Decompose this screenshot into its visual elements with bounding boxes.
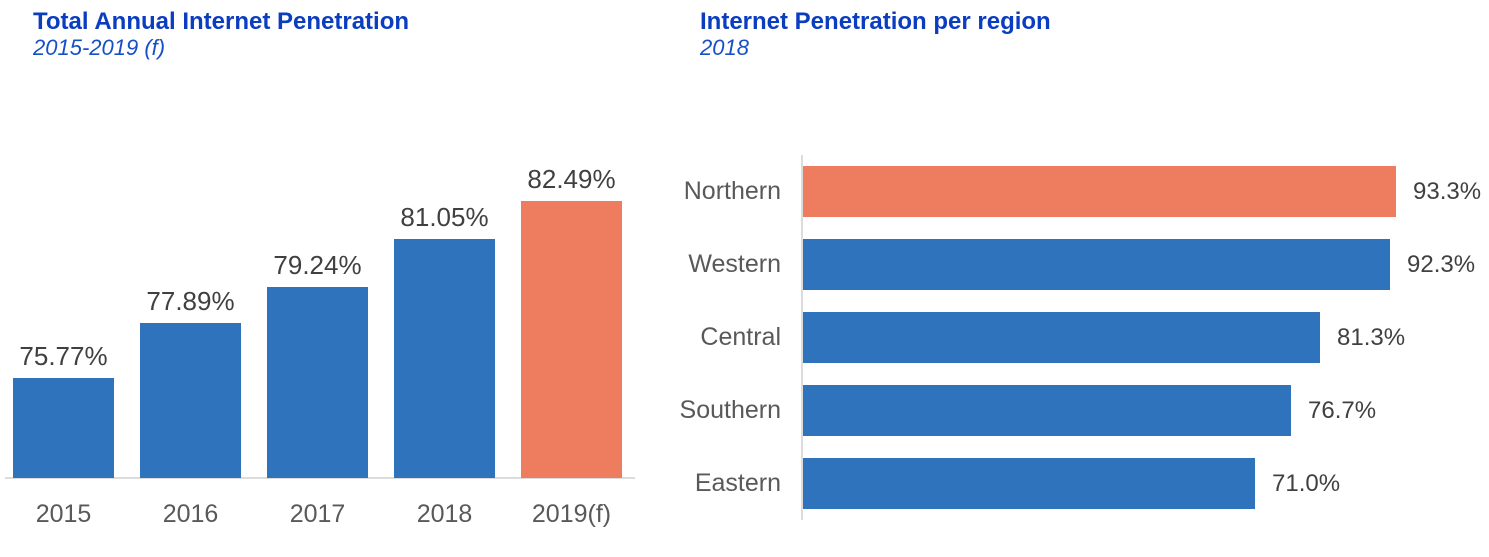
region-bar-Central: [803, 312, 1320, 363]
region-bar-Southern: [803, 385, 1291, 436]
region-bar-Northern: [803, 166, 1396, 217]
annual-bar-2015: [13, 378, 114, 478]
region-bar-Eastern: [803, 458, 1255, 509]
annual-bar-2018: [394, 239, 495, 478]
region-bar-value-label: 71.0%: [1272, 470, 1341, 497]
region-bar-value-label: 76.7%: [1308, 397, 1377, 424]
region-category-label: Eastern: [694, 469, 781, 497]
annual-bar-value-label: 75.77%: [19, 341, 108, 371]
annual-bar-2019(f): [521, 201, 622, 478]
region-bar-value-label: 92.3%: [1407, 251, 1476, 278]
region-bar-value-label: 81.3%: [1337, 324, 1406, 351]
annual-category-label: 2018: [416, 500, 473, 528]
y-axis-line: [801, 155, 803, 520]
x-axis-line: [5, 477, 635, 479]
annual-category-label: 2017: [289, 500, 346, 528]
region-category-label: Western: [688, 250, 781, 278]
annual-bar-value-label: 77.89%: [146, 286, 235, 316]
regional-chart-subtitle: 2018: [700, 35, 749, 60]
annual-category-label: 2019(f): [531, 500, 612, 528]
region-bar-value-label: 93.3%: [1413, 178, 1482, 205]
annual-bar-value-label: 81.05%: [400, 202, 489, 232]
annual-bar-2017: [267, 287, 368, 478]
regional-chart-title: Internet Penetration per region: [700, 8, 1051, 35]
annual-bar-value-label: 82.49%: [527, 164, 616, 194]
region-bar-Western: [803, 239, 1390, 290]
annual-chart-subtitle: 2015-2019 (f): [33, 35, 166, 60]
annual-chart-title: Total Annual Internet Penetration: [33, 8, 410, 35]
region-category-label: Southern: [679, 396, 781, 424]
region-category-label: Central: [700, 323, 781, 351]
annual-category-label: 2016: [162, 500, 219, 528]
annual-bar-2016: [140, 323, 241, 478]
annual-category-label: 2015: [35, 500, 92, 528]
region-category-label: Northern: [683, 177, 781, 205]
annual-bar-value-label: 79.24%: [273, 250, 362, 280]
